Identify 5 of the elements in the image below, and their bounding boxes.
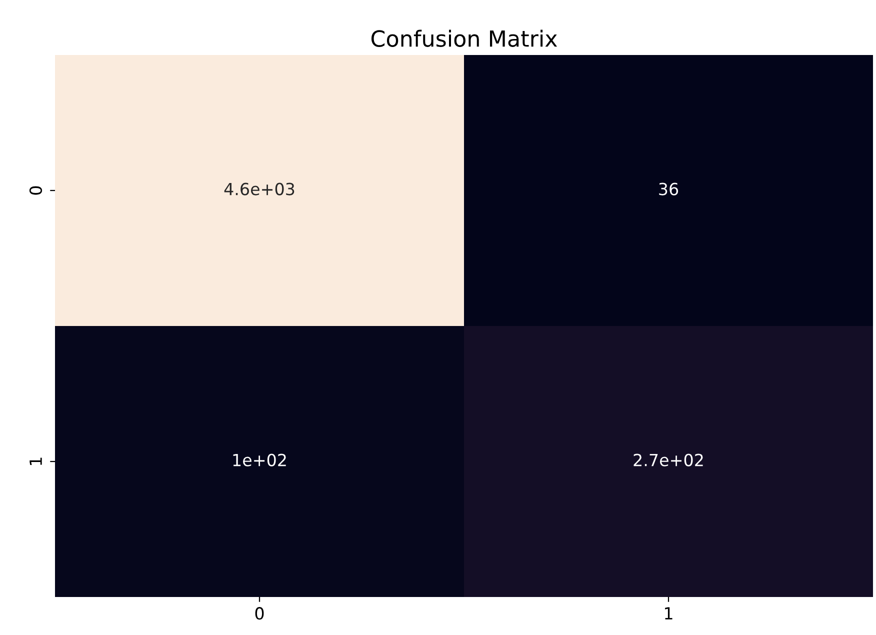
chart-title: Confusion Matrix <box>371 30 558 47</box>
data-label: 2.7e+02 <box>634 454 703 466</box>
data-label: 4.6e+03 <box>224 182 294 196</box>
data-label: 36 <box>659 182 678 196</box>
data-label: 1e+02 <box>233 454 286 466</box>
